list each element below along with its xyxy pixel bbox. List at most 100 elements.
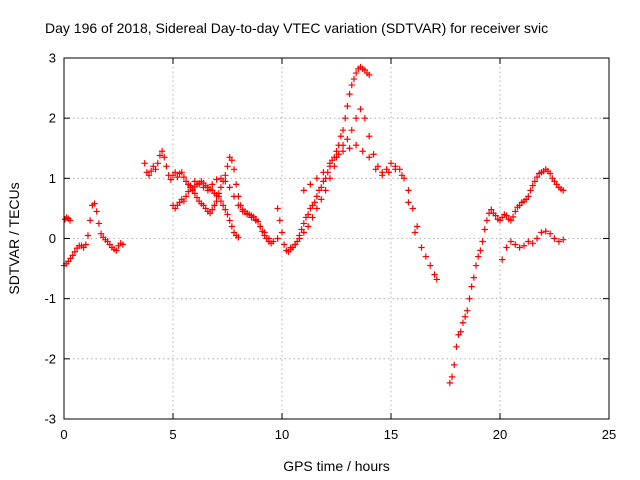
data-point: [252, 217, 260, 224]
data-point: [357, 105, 364, 113]
data-point: [71, 248, 79, 255]
data-point: [167, 176, 175, 183]
data-point: [235, 202, 242, 209]
data-point: [339, 148, 347, 155]
data-point: [525, 193, 532, 200]
data-point: [230, 193, 238, 200]
data-point: [512, 208, 519, 215]
data-point: [193, 194, 201, 201]
data-point: [219, 202, 227, 209]
data-point: [206, 210, 214, 217]
data-point: [228, 223, 236, 230]
data-point: [472, 262, 480, 269]
data-point: [322, 187, 329, 194]
y-axis-label: SDTVAR / TECUs: [6, 182, 22, 294]
data-point: [86, 217, 94, 224]
data-point: [69, 252, 76, 259]
data-point: [158, 148, 166, 155]
data-point: [413, 223, 421, 230]
data-point: [333, 154, 340, 161]
data-point: [538, 229, 545, 236]
data-point: [304, 223, 312, 230]
data-point: [359, 148, 366, 155]
data-point: [300, 229, 307, 236]
data-point: [464, 307, 471, 314]
data-point: [479, 238, 486, 245]
y-tick-label: -1: [44, 291, 56, 306]
data-point: [533, 173, 541, 181]
data-point: [174, 173, 181, 181]
grid: [64, 58, 609, 419]
x-tick-label: 10: [275, 427, 289, 442]
data-point: [470, 274, 478, 281]
y-tick-label: -2: [44, 351, 56, 366]
data-point: [243, 211, 251, 218]
data-point: [453, 343, 460, 350]
data-point: [344, 136, 351, 143]
data-point: [287, 244, 294, 251]
data-point: [366, 133, 373, 140]
data-point: [113, 247, 120, 254]
data-point: [352, 69, 360, 77]
data-point: [230, 166, 238, 173]
data-point: [531, 178, 539, 185]
data-points: [60, 63, 567, 387]
x-tick-label: 5: [169, 427, 176, 442]
data-point: [427, 262, 434, 269]
data-point: [366, 71, 373, 79]
data-point: [346, 145, 353, 152]
data-point: [405, 199, 412, 206]
x-tick-label: 20: [493, 427, 507, 442]
data-point: [222, 178, 229, 185]
data-point: [239, 208, 246, 215]
data-point: [520, 242, 528, 249]
data-point: [213, 176, 220, 183]
data-point: [195, 181, 203, 188]
data-point: [265, 235, 273, 242]
data-point: [180, 173, 188, 181]
data-point: [307, 181, 314, 188]
data-point: [481, 226, 488, 233]
data-point: [154, 160, 161, 167]
data-point: [512, 241, 519, 248]
data-point: [361, 114, 369, 122]
data-point: [161, 154, 168, 161]
data-point: [180, 197, 188, 205]
data-point: [337, 133, 345, 140]
plot-frame: [63, 57, 610, 420]
data-point: [433, 276, 440, 283]
data-point: [226, 217, 233, 224]
data-point: [339, 142, 347, 149]
data-point: [224, 163, 231, 170]
data-point: [248, 214, 255, 221]
data-point: [326, 160, 334, 167]
data-point: [385, 169, 393, 176]
data-point: [411, 229, 419, 236]
y-tick-label: -3: [44, 412, 56, 427]
data-point: [372, 166, 379, 173]
data-point: [392, 166, 399, 173]
data-point: [95, 220, 103, 227]
data-point: [509, 213, 517, 221]
data-point: [503, 212, 510, 219]
data-point: [492, 212, 499, 219]
data-point: [350, 75, 358, 83]
data-point: [331, 163, 338, 170]
data-point: [459, 319, 467, 326]
data-point: [233, 181, 240, 188]
data-point: [185, 188, 192, 195]
data-point: [352, 142, 360, 149]
data-point: [291, 241, 299, 248]
data-point: [145, 172, 153, 179]
data-point: [304, 211, 312, 218]
data-point: [311, 199, 318, 206]
data-point: [171, 169, 179, 176]
data-point: [525, 238, 532, 245]
data-point: [344, 102, 351, 110]
data-point: [91, 200, 98, 207]
data-point: [422, 253, 430, 260]
data-point: [280, 241, 288, 248]
data-point: [560, 236, 567, 243]
data-point: [119, 241, 127, 248]
x-tick-label: 25: [602, 427, 616, 442]
